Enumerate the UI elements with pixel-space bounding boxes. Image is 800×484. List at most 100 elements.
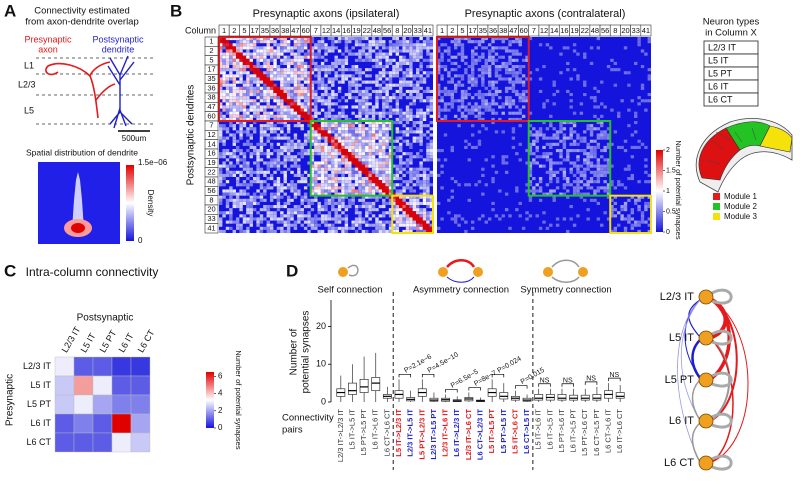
matrix-cell xyxy=(549,180,553,184)
group-heading: Self connection xyxy=(318,285,383,296)
matrix-cell xyxy=(579,102,584,106)
matrix-cell xyxy=(283,223,287,227)
matrix-cell xyxy=(388,124,393,128)
matrix-cell xyxy=(334,121,338,125)
matrix-cell xyxy=(344,217,349,221)
matrix-cell xyxy=(344,37,349,41)
matrix-cell xyxy=(566,183,570,187)
matrix-cell xyxy=(229,211,233,215)
matrix-cell xyxy=(283,86,287,90)
matrix-cell xyxy=(283,229,287,233)
matrix-cell xyxy=(365,149,369,153)
matrix-cell xyxy=(600,155,604,159)
matrix-cell xyxy=(259,108,264,112)
matrix-cell xyxy=(354,99,359,103)
matrix-cell xyxy=(276,108,281,112)
pair-label: L5 IT->L5 PT xyxy=(487,409,496,454)
matrix-cell xyxy=(252,130,257,134)
matrix-cell xyxy=(263,111,267,115)
matrix-cell xyxy=(293,145,298,149)
matrix-cell xyxy=(229,49,233,53)
matrix-cell xyxy=(341,229,345,233)
matrix-cell xyxy=(280,61,284,65)
matrix-cell xyxy=(280,220,284,224)
matrix-cell xyxy=(385,83,389,87)
column-header: 19 xyxy=(570,26,578,35)
matrix-cell xyxy=(395,52,400,56)
matrix-cell xyxy=(606,164,611,168)
matrix-cell xyxy=(637,180,641,184)
matrix-cell xyxy=(426,201,430,205)
matrix-cell xyxy=(515,37,519,41)
matrix-cell xyxy=(511,111,516,115)
matrix-cell xyxy=(508,99,512,103)
matrix-cell xyxy=(266,86,270,90)
colorbar-label: 1.5e−06 xyxy=(138,158,168,167)
matrix-cell xyxy=(225,130,230,134)
heatmap-cell xyxy=(73,375,94,396)
matrix-cell xyxy=(331,96,335,100)
matrix-cell xyxy=(477,111,482,115)
matrix-cell xyxy=(416,52,420,56)
matrix-cell xyxy=(474,52,478,56)
matrix-cell xyxy=(385,124,389,128)
matrix-cell xyxy=(589,96,594,100)
matrix-cell xyxy=(293,99,298,103)
matrix-cell xyxy=(358,40,362,44)
matrix-cell xyxy=(327,46,332,50)
matrix-cell xyxy=(246,149,250,153)
matrix-cell xyxy=(344,124,349,128)
matrix-cell xyxy=(293,173,298,177)
matrix-cell xyxy=(229,55,233,59)
matrix-cell xyxy=(361,205,366,209)
matrix-cell xyxy=(297,71,301,75)
matrix-cell xyxy=(542,121,546,125)
matrix-cell xyxy=(222,173,226,177)
matrix-cell xyxy=(518,71,522,75)
matrix-cell xyxy=(426,99,430,103)
matrix-cell xyxy=(324,205,328,209)
matrix-cell xyxy=(627,214,631,218)
matrix-cell xyxy=(242,198,247,202)
matrix-cell xyxy=(317,117,321,121)
matrix-cell xyxy=(382,71,386,75)
matrix-cell xyxy=(385,65,389,69)
matrix-cell xyxy=(354,58,359,62)
matrix-cell xyxy=(385,189,389,193)
matrix-cell xyxy=(300,211,304,215)
matrix-cell xyxy=(256,105,260,109)
matrix-cell xyxy=(429,61,433,65)
matrix-cell xyxy=(399,121,403,125)
matrix-cell xyxy=(246,177,250,181)
matrix-cell xyxy=(283,124,287,128)
matrix-cell xyxy=(586,167,590,171)
significance-bracket xyxy=(608,377,621,382)
matrix-cell xyxy=(365,127,369,131)
matrix-cell xyxy=(341,226,345,230)
matrix-cell xyxy=(266,205,270,209)
matrix-cell xyxy=(280,170,284,174)
matrix-cell xyxy=(219,164,223,168)
matrix-cell xyxy=(569,130,573,134)
matrix-cell xyxy=(222,211,226,215)
matrix-cell xyxy=(426,229,430,233)
matrix-cell xyxy=(422,226,427,230)
matrix-cell xyxy=(416,152,420,156)
matrix-cell xyxy=(337,68,342,72)
matrix-cell xyxy=(572,164,577,168)
matrix-cell xyxy=(388,49,393,53)
matrix-cell xyxy=(426,43,430,47)
matrix-cell xyxy=(402,83,406,87)
matrix-cell xyxy=(498,55,502,59)
matrix-cell xyxy=(351,198,355,202)
matrix-cell xyxy=(219,183,223,187)
matrix-cell xyxy=(259,93,264,97)
matrix-cell xyxy=(286,74,291,78)
matrix-cell xyxy=(239,93,243,97)
matrix-cell xyxy=(426,49,430,53)
matrix-cell xyxy=(246,93,250,97)
colorbar-title: Number of potential synapses xyxy=(674,140,683,239)
matrix-cell xyxy=(232,80,236,84)
matrix-cell xyxy=(361,108,366,112)
matrix-cell xyxy=(593,99,597,103)
